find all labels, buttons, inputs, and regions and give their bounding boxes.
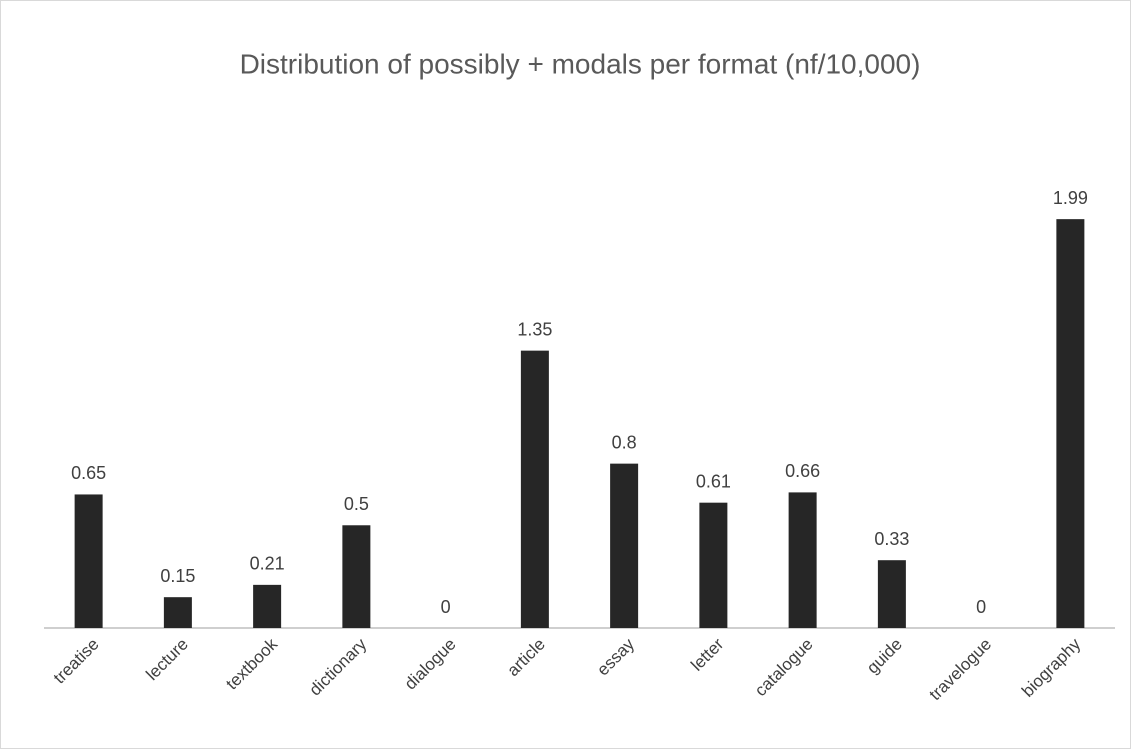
- bar: [74, 494, 103, 628]
- chart-title: Distribution of possibly + modals per fo…: [240, 48, 921, 79]
- data-label: 0.5: [344, 494, 369, 514]
- data-label: 0.33: [874, 529, 909, 549]
- data-label: 0.8: [612, 432, 637, 452]
- data-label: 1.99: [1053, 188, 1088, 208]
- data-label: 0: [976, 597, 986, 617]
- data-label: 0.61: [696, 471, 731, 491]
- data-label: 0.15: [160, 566, 195, 586]
- data-label: 0.66: [785, 461, 820, 481]
- bar: [699, 502, 728, 628]
- bar: [877, 560, 906, 628]
- data-label: 1.35: [517, 319, 552, 339]
- bar: [610, 463, 639, 628]
- data-label: 0.65: [71, 463, 106, 483]
- bar: [520, 350, 549, 628]
- bar: [163, 597, 192, 628]
- bar: [342, 525, 371, 628]
- bar: [253, 584, 282, 628]
- data-label: 0.21: [250, 554, 285, 574]
- bar: [788, 492, 817, 628]
- data-label: 0: [441, 597, 451, 617]
- bar: [1056, 219, 1085, 629]
